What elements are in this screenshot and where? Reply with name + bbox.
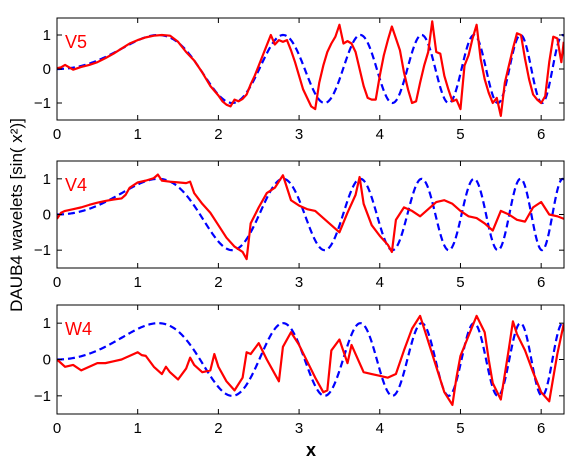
panels-group: 0 1 2 3 4 5 6−101 V50 1 2 3 4 5 6−101 V40 1 2 3 4 5 6−101 W4: [34, 17, 565, 437]
y-tick-label: 0: [43, 207, 51, 224]
x-axis-label: x: [306, 440, 316, 460]
x-tick-label: 4: [376, 420, 384, 437]
x-tick-label: 1: [134, 126, 142, 143]
panel-label: W4: [65, 319, 92, 339]
x-tick-label: 0: [53, 274, 61, 291]
x-tick-label: 0: [53, 420, 61, 437]
panel-label: V5: [65, 32, 87, 52]
x-tick-label: 2: [214, 274, 222, 291]
y-tick-label: 1: [43, 27, 51, 44]
x-tick-label: 0: [53, 126, 61, 143]
x-tick-label: 2: [214, 420, 222, 437]
y-tick-label: −1: [34, 242, 51, 259]
y-tick-label: 0: [43, 61, 51, 78]
y-axis-label: DAUB4 wavelets [sin( x²)]: [7, 118, 26, 312]
panel-w4: 0 1 2 3 4 5 6−101 W4: [34, 304, 565, 437]
x-tick-label: 2: [214, 126, 222, 143]
x-tick-label: 4: [376, 274, 384, 291]
y-tick-label: 0: [43, 352, 51, 369]
x-tick-label: 5: [456, 274, 464, 291]
x-tick-label: 4: [376, 126, 384, 143]
wavelet-approximation-line-w4: [57, 314, 564, 407]
x-tick-label: 3: [295, 126, 303, 143]
y-tick-label: −1: [34, 95, 51, 112]
reference-sine-line-v4: [57, 177, 564, 252]
x-tick-label: 3: [295, 420, 303, 437]
panel-label: V4: [65, 175, 87, 195]
x-tick-label: 1: [134, 274, 142, 291]
axes-frame: [56, 160, 565, 269]
wavelet-approximation-line-v5: [57, 20, 564, 118]
panel-v5: 0 1 2 3 4 5 6−101 V5: [34, 17, 565, 143]
x-tick-label: 6: [537, 274, 545, 291]
y-tick-label: 1: [43, 171, 51, 188]
x-tick-label: 5: [456, 420, 464, 437]
x-tick-label: 1: [134, 420, 142, 437]
panel-v4: 0 1 2 3 4 5 6−101 V4: [34, 160, 565, 291]
x-tick-label: 6: [537, 126, 545, 143]
x-tick-label: 6: [537, 420, 545, 437]
x-tick-label: 5: [456, 126, 464, 143]
wavelet-approximation-line-v4: [57, 173, 564, 261]
y-tick-label: 1: [43, 315, 51, 332]
x-tick-label: 3: [295, 274, 303, 291]
reference-sine-line-w4: [57, 322, 564, 397]
y-tick-label: −1: [34, 388, 51, 405]
